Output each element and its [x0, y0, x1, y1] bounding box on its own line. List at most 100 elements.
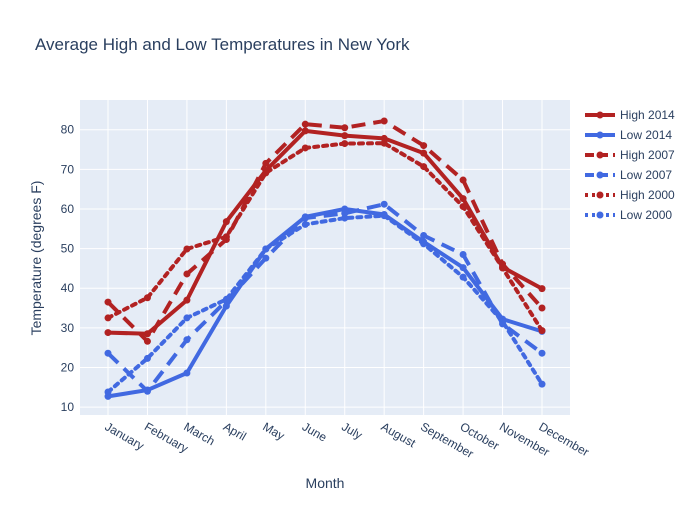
y-tick-label: 50: [61, 242, 75, 256]
data-point-high-2000: [262, 169, 270, 177]
legend-swatch-marker: [596, 111, 604, 119]
data-point-high-2007: [538, 304, 546, 312]
data-point-high-2000: [183, 245, 191, 253]
data-point-low-2000: [301, 220, 309, 228]
data-point-high-2007: [104, 298, 112, 306]
chart-title: Average High and Low Temperatures in New…: [35, 35, 410, 54]
data-point-high-2014: [341, 132, 349, 140]
data-point-high-2007: [301, 120, 309, 128]
legend-item-high-2014: High 2014: [585, 108, 675, 122]
series-line-high-2000: [106, 141, 544, 333]
x-tick-label: January: [103, 419, 147, 452]
data-point-high-2014: [420, 149, 428, 157]
y-tick-label: 20: [61, 360, 75, 374]
series-line-low-2000: [106, 213, 544, 395]
data-point-low-2014: [183, 369, 191, 377]
y-tick-label: 80: [61, 123, 75, 137]
x-tick-label: February: [142, 419, 191, 455]
legend-label: Low 2007: [620, 168, 672, 182]
data-point-high-2000: [499, 264, 507, 272]
data-point-low-2000: [262, 245, 270, 253]
data-point-low-2000: [459, 273, 467, 281]
legend-item-low-2000: Low 2000: [585, 208, 672, 222]
data-point-high-2014: [459, 195, 467, 203]
data-point-high-2000: [538, 327, 546, 335]
y-tick-label: 30: [61, 321, 75, 335]
data-point-low-2000: [341, 214, 349, 222]
data-point-low-2007: [262, 254, 270, 262]
series-line-high-2014: [107, 128, 543, 336]
data-point-high-2007: [459, 176, 467, 184]
data-point-low-2000: [380, 212, 388, 220]
legend-swatch-marker: [596, 131, 604, 139]
data-point-low-2000: [420, 240, 428, 248]
x-tick-label: August: [379, 419, 419, 450]
data-point-low-2007: [420, 232, 428, 240]
x-tick-label: June: [300, 419, 330, 444]
data-point-low-2007: [104, 349, 112, 357]
data-point-low-2014: [459, 264, 467, 272]
data-point-low-2000: [183, 314, 191, 322]
legend-item-high-2007: High 2007: [585, 148, 675, 162]
data-point-high-2007: [420, 142, 428, 150]
data-point-high-2007: [341, 124, 349, 132]
data-point-low-2007: [459, 251, 467, 259]
data-point-high-2000: [222, 233, 230, 241]
legend-label: Low 2000: [620, 208, 672, 222]
data-point-high-2000: [104, 314, 112, 322]
data-point-high-2000: [301, 144, 309, 152]
data-point-low-2007: [183, 336, 191, 344]
legend-label: High 2014: [620, 108, 675, 122]
series-line-high-2007: [106, 119, 544, 344]
data-point-high-2007: [183, 270, 191, 278]
data-point-low-2007: [143, 387, 151, 395]
legend-item-high-2000: High 2000: [585, 188, 675, 202]
data-point-high-2014: [222, 218, 230, 226]
data-point-low-2007: [538, 349, 546, 357]
y-axis-label: Temperature (degrees F): [28, 181, 44, 336]
data-point-high-2000: [380, 139, 388, 147]
data-point-high-2007: [380, 117, 388, 125]
series-line-low-2014: [107, 206, 543, 399]
plot-background: [80, 100, 570, 415]
data-point-high-2014: [143, 330, 151, 338]
data-point-high-2014: [104, 329, 112, 337]
y-tick-label: 60: [61, 202, 75, 216]
data-point-high-2007: [262, 159, 270, 167]
data-point-low-2014: [222, 302, 230, 310]
data-point-high-2007: [143, 337, 151, 345]
x-axis-label: Month: [306, 475, 345, 491]
legend-label: High 2007: [620, 148, 675, 162]
data-point-low-2000: [222, 295, 230, 303]
x-tick-label: April: [221, 419, 249, 443]
legend-item-low-2007: Low 2007: [585, 168, 672, 182]
data-point-low-2000: [538, 380, 546, 388]
data-point-high-2014: [538, 285, 546, 293]
data-point-high-2000: [420, 163, 428, 171]
legend-swatch-marker: [596, 211, 604, 219]
series-line-low-2007: [106, 202, 544, 394]
data-point-high-2014: [183, 296, 191, 304]
legend: High 2014 Low 2014 High 2007 Low 2007 High 2…: [585, 108, 675, 222]
data-point-high-2014: [301, 127, 309, 135]
y-tick-label: 40: [61, 281, 75, 295]
legend-swatch-marker: [596, 171, 604, 179]
y-tick-label: 70: [61, 162, 75, 176]
y-tick-label: 10: [61, 400, 75, 414]
data-point-high-2000: [341, 140, 349, 148]
x-tick-label: July: [339, 419, 364, 442]
data-point-high-2000: [459, 203, 467, 211]
data-point-low-2007: [301, 214, 309, 222]
legend-swatch-marker: [596, 151, 604, 159]
data-point-high-2000: [143, 294, 151, 302]
x-tick-label: May: [260, 419, 287, 442]
legend-label: High 2000: [620, 188, 675, 202]
data-point-low-2000: [143, 354, 151, 362]
data-point-low-2000: [104, 388, 112, 396]
legend-item-low-2014: Low 2014: [585, 128, 672, 142]
legend-label: Low 2014: [620, 128, 672, 142]
data-point-low-2007: [380, 200, 388, 208]
